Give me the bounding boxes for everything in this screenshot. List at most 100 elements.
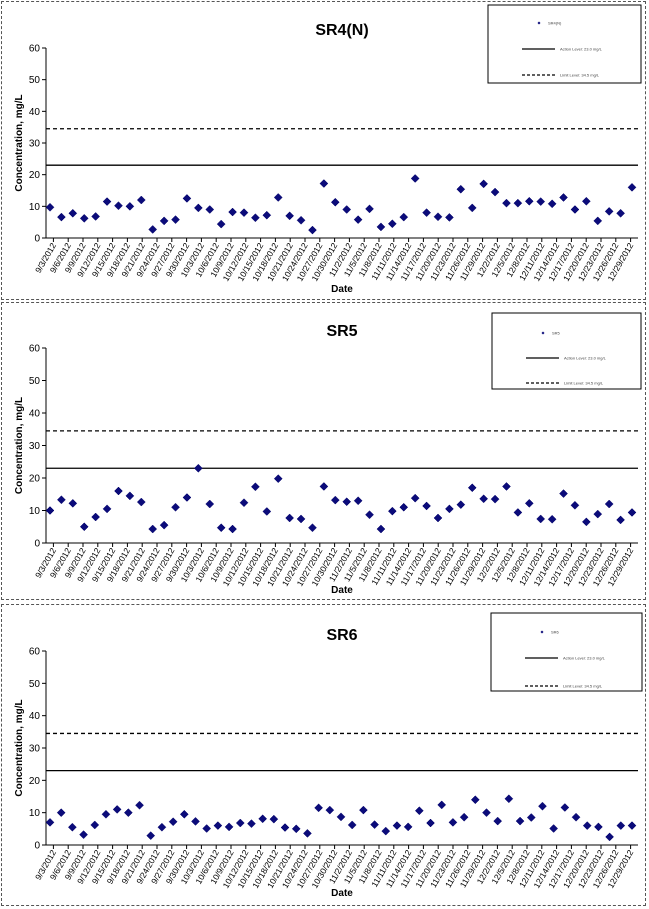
data-point — [570, 500, 580, 510]
y-axis-title: Concentration, mg/L — [14, 699, 25, 796]
data-point — [45, 818, 55, 827]
data-point — [285, 513, 295, 523]
data-point — [482, 808, 491, 818]
y-tick-label: 30 — [29, 139, 41, 150]
data-point — [387, 506, 397, 516]
y-tick-label: 10 — [29, 808, 41, 819]
data-point — [136, 497, 146, 507]
data-point — [538, 801, 547, 811]
data-point — [433, 212, 443, 222]
data-point — [399, 212, 409, 222]
data-point — [336, 812, 346, 822]
data-point — [262, 507, 272, 516]
data-point — [68, 498, 78, 508]
data-point — [179, 809, 189, 819]
data-point — [594, 822, 603, 832]
legend-limit-label: Limit Level: 34.5 mg/L — [563, 684, 603, 689]
data-point — [524, 498, 534, 508]
data-point — [102, 197, 112, 206]
data-point — [616, 821, 626, 830]
data-point — [353, 215, 363, 224]
legend-series-marker — [537, 21, 541, 25]
data-point — [159, 216, 169, 226]
data-point — [171, 215, 180, 224]
data-point — [182, 194, 192, 203]
data-point — [456, 500, 466, 510]
data-point — [228, 207, 237, 217]
legend-box — [490, 612, 643, 692]
data-point — [136, 195, 146, 205]
data-point — [342, 497, 352, 507]
data-point — [57, 212, 66, 222]
data-point — [605, 832, 614, 842]
data-point — [273, 474, 283, 484]
data-point — [387, 219, 397, 229]
y-tick-label: 50 — [29, 376, 41, 387]
y-axis-title: Concentration, mg/L — [14, 94, 25, 191]
data-point — [536, 514, 546, 524]
data-point — [365, 204, 374, 214]
data-point — [490, 494, 500, 504]
data-point — [422, 208, 431, 218]
data-point — [560, 803, 570, 812]
data-point — [604, 207, 614, 216]
data-point — [101, 809, 111, 819]
data-point — [125, 491, 135, 501]
data-point — [79, 522, 89, 532]
chart-title: SR5 — [326, 323, 357, 340]
data-point — [251, 482, 260, 492]
data-point — [414, 806, 424, 816]
data-point — [627, 182, 637, 192]
y-tick-label: 10 — [29, 202, 41, 213]
data-point — [114, 486, 123, 496]
data-point — [239, 498, 249, 508]
data-point — [342, 205, 352, 214]
data-point — [269, 814, 279, 824]
data-point — [296, 514, 306, 524]
legend-series-marker — [540, 630, 544, 634]
data-point — [296, 215, 306, 225]
legend-series-label: SR5 — [552, 331, 561, 336]
x-axis-title: Date — [331, 284, 353, 295]
y-tick-label: 60 — [29, 44, 41, 55]
data-point — [45, 506, 55, 515]
data-point — [616, 208, 625, 218]
data-point — [112, 805, 122, 814]
legend-series-label: SR4(N) — [548, 21, 562, 26]
data-point — [559, 489, 568, 498]
data-point — [216, 219, 226, 229]
data-point — [135, 800, 144, 810]
chart-panel-sr6: SR6 0 10 20 30 40 50 60 Concentration, mg/L 9/3/2… — [1, 604, 646, 906]
y-tick-label: 30 — [29, 744, 41, 755]
legend-series-marker — [541, 331, 545, 335]
data-point — [536, 197, 546, 206]
data-point — [171, 502, 180, 512]
data-point — [581, 196, 591, 206]
data-point — [325, 805, 335, 815]
data-point — [524, 196, 534, 206]
data-point — [437, 800, 447, 810]
data-point — [224, 822, 234, 832]
data-point — [593, 216, 603, 226]
data-point — [205, 205, 215, 214]
legend-action-label: Action Level: 23.0 mg/L — [560, 47, 603, 52]
y-tick-label: 30 — [29, 441, 41, 452]
y-tick-label: 40 — [29, 107, 41, 118]
data-point — [146, 831, 156, 840]
data-point — [291, 824, 301, 834]
data-point — [365, 510, 374, 520]
data-point — [216, 523, 226, 533]
data-point — [347, 820, 357, 830]
data-point — [202, 824, 212, 833]
data-point — [448, 818, 458, 827]
data-point — [392, 821, 402, 830]
data-point — [228, 524, 237, 534]
data-point — [57, 495, 66, 505]
data-point — [582, 821, 592, 830]
data-point — [616, 515, 625, 525]
data-point — [157, 822, 167, 832]
data-point — [381, 826, 391, 836]
data-point — [205, 499, 215, 509]
